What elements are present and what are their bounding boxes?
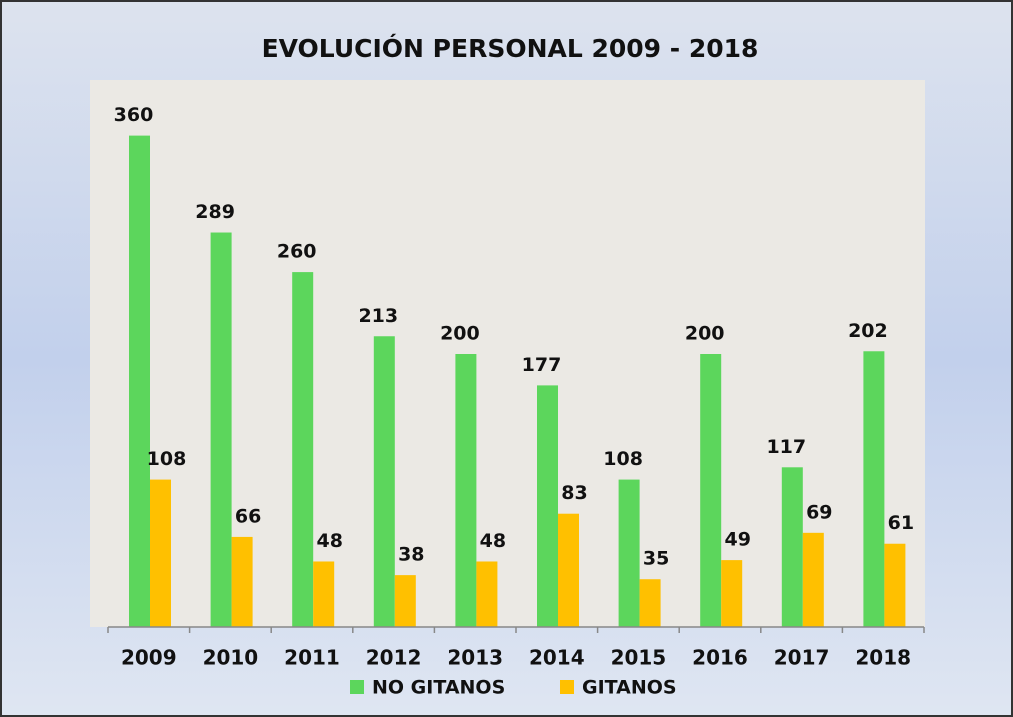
bar (129, 135, 150, 627)
x-tick-label: 2013 (447, 646, 503, 670)
data-label: 35 (643, 548, 669, 570)
data-label: 200 (440, 323, 480, 345)
bar (394, 575, 416, 627)
x-tick-label: 2012 (366, 646, 422, 670)
bar (863, 351, 885, 627)
bar (802, 532, 824, 627)
x-tick-label: 2018 (855, 646, 911, 670)
data-label: 260 (277, 241, 317, 263)
legend-label: GITANOS (582, 677, 677, 699)
data-label: 48 (316, 530, 342, 552)
data-label: 177 (522, 354, 562, 376)
data-label: 360 (114, 104, 154, 126)
data-label: 83 (561, 482, 587, 504)
data-label: 108 (147, 448, 187, 470)
bar (721, 560, 743, 627)
legend-swatch (560, 680, 574, 694)
data-label: 49 (724, 529, 750, 551)
bar (313, 561, 335, 627)
data-label: 202 (848, 320, 888, 342)
bar (700, 354, 722, 627)
data-label: 38 (398, 544, 424, 566)
data-label: 213 (358, 305, 398, 327)
bar (558, 513, 579, 627)
bar (455, 354, 477, 627)
x-tick-label: 2010 (203, 646, 259, 670)
bar (884, 543, 906, 627)
data-label: 289 (195, 201, 235, 223)
data-label: 61 (888, 512, 914, 534)
bar (476, 561, 498, 627)
chart-title: EVOLUCIÓN PERSONAL 2009 - 2018 (262, 33, 759, 63)
legend-label: NO GITANOS (372, 677, 505, 699)
bar (210, 232, 232, 627)
bar (150, 479, 171, 627)
data-label: 200 (685, 323, 725, 345)
bar (373, 336, 395, 627)
data-label: 117 (766, 436, 806, 458)
bar (781, 467, 803, 627)
x-tick-label: 2017 (774, 646, 830, 670)
bar (618, 479, 640, 627)
data-label: 48 (480, 530, 506, 552)
x-tick-label: 2009 (121, 646, 177, 670)
x-tick-label: 2014 (529, 646, 585, 670)
x-tick-label: 2011 (284, 646, 340, 670)
bar (231, 536, 253, 627)
bar (292, 272, 314, 627)
data-label: 108 (603, 448, 643, 470)
bar (639, 579, 661, 627)
legend-swatch (350, 680, 364, 694)
x-tick-label: 2016 (692, 646, 748, 670)
data-label: 69 (806, 501, 832, 523)
x-tick-label: 2015 (611, 646, 667, 670)
bar (537, 385, 558, 627)
data-label: 66 (235, 505, 261, 527)
